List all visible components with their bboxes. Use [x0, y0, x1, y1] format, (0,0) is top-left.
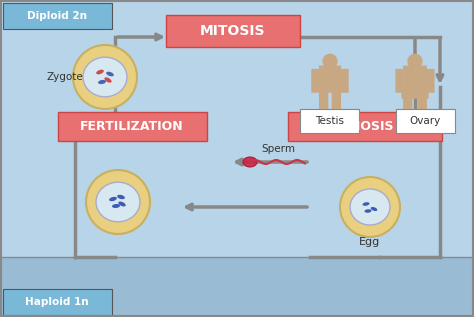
Ellipse shape: [83, 57, 127, 97]
Ellipse shape: [118, 202, 126, 206]
FancyBboxPatch shape: [319, 91, 328, 121]
FancyBboxPatch shape: [58, 112, 207, 141]
Text: Zygote: Zygote: [46, 72, 83, 82]
FancyBboxPatch shape: [427, 69, 435, 93]
Ellipse shape: [96, 182, 140, 222]
Ellipse shape: [96, 70, 104, 74]
Ellipse shape: [109, 197, 117, 201]
FancyBboxPatch shape: [0, 257, 474, 317]
Ellipse shape: [365, 209, 372, 213]
Ellipse shape: [340, 177, 400, 237]
Ellipse shape: [112, 204, 120, 208]
FancyBboxPatch shape: [3, 3, 112, 29]
Circle shape: [407, 54, 423, 69]
FancyBboxPatch shape: [3, 289, 112, 315]
Ellipse shape: [86, 170, 150, 234]
Text: Diploid 2n: Diploid 2n: [27, 11, 87, 21]
FancyBboxPatch shape: [288, 112, 442, 141]
Ellipse shape: [106, 72, 114, 76]
FancyBboxPatch shape: [300, 109, 359, 133]
Text: MEIOSIS: MEIOSIS: [336, 120, 394, 133]
FancyBboxPatch shape: [418, 97, 427, 121]
Text: FERTILIZATION: FERTILIZATION: [80, 120, 184, 133]
Text: Ovary: Ovary: [410, 116, 441, 126]
FancyBboxPatch shape: [401, 90, 428, 99]
FancyBboxPatch shape: [332, 91, 341, 121]
Text: Egg: Egg: [359, 237, 381, 247]
FancyBboxPatch shape: [319, 66, 341, 93]
FancyBboxPatch shape: [341, 69, 349, 93]
Ellipse shape: [350, 189, 390, 225]
Text: Haploid 1n: Haploid 1n: [25, 297, 89, 307]
FancyBboxPatch shape: [311, 69, 319, 93]
Text: Sperm: Sperm: [261, 144, 295, 154]
Text: MITOSIS: MITOSIS: [200, 24, 266, 38]
Ellipse shape: [363, 202, 369, 206]
FancyBboxPatch shape: [395, 69, 403, 93]
Ellipse shape: [104, 77, 111, 83]
FancyBboxPatch shape: [403, 97, 412, 121]
Circle shape: [322, 54, 337, 69]
FancyBboxPatch shape: [396, 109, 455, 133]
FancyBboxPatch shape: [0, 0, 474, 257]
Ellipse shape: [73, 45, 137, 109]
Ellipse shape: [243, 157, 257, 167]
Ellipse shape: [98, 80, 106, 84]
Text: Testis: Testis: [316, 116, 345, 126]
FancyBboxPatch shape: [166, 15, 300, 47]
Ellipse shape: [117, 195, 125, 199]
Ellipse shape: [371, 207, 377, 211]
FancyBboxPatch shape: [403, 66, 427, 93]
